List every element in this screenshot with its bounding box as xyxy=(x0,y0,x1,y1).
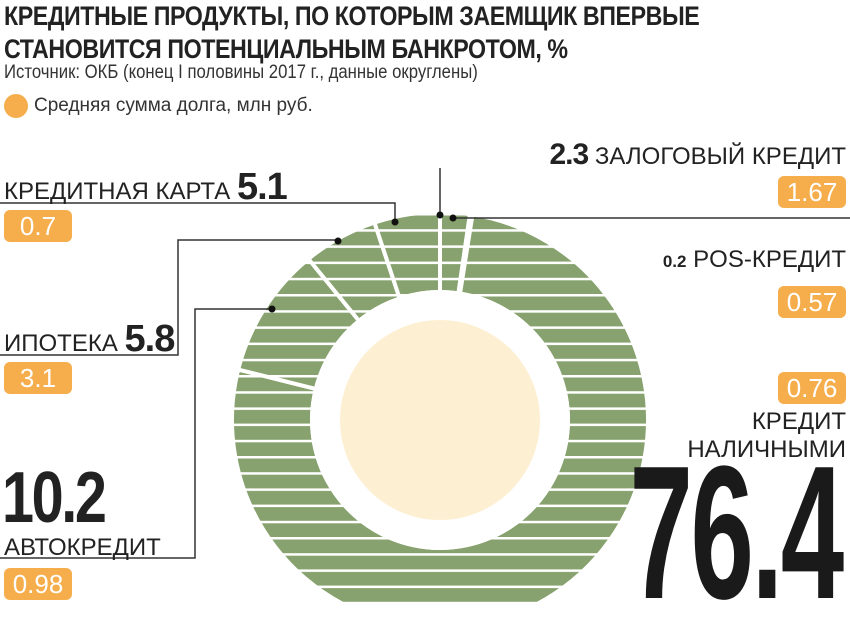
leader-mortgage xyxy=(0,239,338,356)
source-note: Источник: ОКБ (конец I половины 2017 г.,… xyxy=(4,62,478,83)
value-cash: 76.4 xyxy=(629,427,845,639)
label-mortgage: ИПОТЕКА 5.8 xyxy=(4,318,176,361)
badge-auto: 0.98 xyxy=(4,568,72,600)
dot-mortgage xyxy=(334,237,342,245)
chart-title: КРЕДИТНЫЕ ПРОДУКТЫ, ПО КОТОРЫМ ЗАЕМЩИК В… xyxy=(4,0,700,66)
label-credit-card: КРЕДИТНАЯ КАРТА 5.1 xyxy=(4,166,288,209)
donut-chart xyxy=(0,168,850,602)
slice-value: 5.8 xyxy=(124,318,176,360)
slice-name: POS-КРЕДИТ xyxy=(693,246,846,273)
label-auto: АВТОКРЕДИТ xyxy=(4,534,161,561)
label-collateral: 2.3 ЗАЛОГОВЫЙ КРЕДИТ xyxy=(550,138,847,172)
badge-credit-card: 0.7 xyxy=(4,210,72,242)
dot-pos xyxy=(449,214,457,222)
dot-collateral xyxy=(436,211,444,219)
value-auto: 10.2 xyxy=(2,458,107,538)
slice-name-line-2: НАЛИЧНЫМИ xyxy=(687,436,846,463)
badge-mortgage: 3.1 xyxy=(4,362,72,394)
legend-label: Средняя сумма долга, млн руб. xyxy=(34,95,313,116)
dot-auto xyxy=(268,305,276,313)
donut-center xyxy=(340,320,540,520)
legend-swatch-icon xyxy=(4,94,28,118)
dot-card xyxy=(391,218,399,226)
label-cash: КРЕДИТ НАЛИЧНЫМИ xyxy=(687,408,846,464)
slice-value: 5.1 xyxy=(236,166,288,208)
badge-cash: 0.76 xyxy=(778,372,846,404)
label-pos: 0.2 POS-КРЕДИТ xyxy=(663,246,846,274)
slice-name: ИПОТЕКА xyxy=(4,330,118,357)
slice-name: КРЕДИТНАЯ КАРТА xyxy=(4,178,231,205)
badge-collateral: 1.67 xyxy=(778,176,846,208)
title-line-1: КРЕДИТНЫЕ ПРОДУКТЫ, ПО КОТОРЫМ ЗАЕМЩИК В… xyxy=(4,1,700,31)
slice-name-line-1: КРЕДИТ xyxy=(751,408,846,435)
slice-value: 0.2 xyxy=(662,252,687,271)
slice-name: ЗАЛОГОВЫЙ КРЕДИТ xyxy=(594,143,846,170)
leader-card xyxy=(0,202,396,222)
badge-pos: 0.57 xyxy=(778,286,846,318)
legend: Средняя сумма долга, млн руб. xyxy=(4,94,313,118)
title-line-2: СТАНОВИТСЯ ПОТЕНЦИАЛЬНЫМ БАНКРОТОМ, % xyxy=(4,34,568,64)
slice-value: 2.3 xyxy=(549,138,590,171)
leader-auto xyxy=(0,308,272,559)
